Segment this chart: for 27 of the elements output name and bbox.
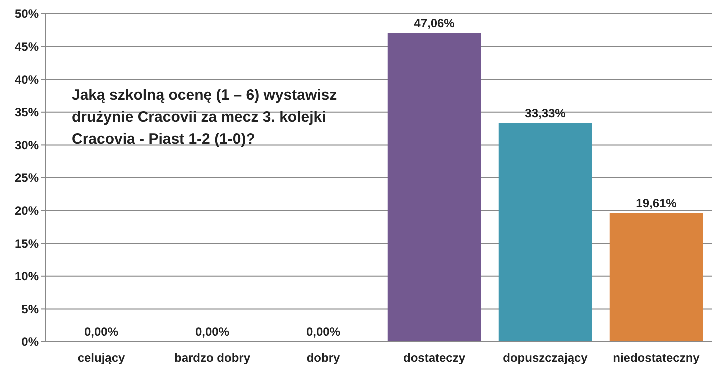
bar [498, 123, 592, 342]
y-tick-label: 30% [14, 138, 40, 152]
y-tick-label: 25% [14, 171, 40, 186]
text: Jaką szkolną ocenę (1 – 6) wystawisz drużynie Cracovii za mecz 3. kolejki Cracovia - Piast 1-2 (1-0)? [72, 87, 338, 148]
y-tick-label: 10% [14, 270, 40, 284]
y-tick-label: 35% [14, 106, 40, 120]
y-tick-label: 15% [14, 236, 40, 251]
x-tick-label: niedostateczny [613, 351, 700, 365]
y-tick-label: 50% [14, 7, 40, 22]
x-tick-label: bardzo dobry [174, 351, 251, 365]
bar [388, 33, 482, 342]
y-tick-label: 40% [14, 72, 40, 87]
bar [610, 213, 704, 342]
x-tick-label: dobry [306, 351, 340, 365]
x-tick-label: dostateczy [403, 351, 466, 365]
data-label: 0,00% [195, 325, 230, 339]
data-label: 33,33% [525, 106, 566, 120]
y-tick-label: 45% [14, 40, 40, 54]
data-label: 0,00% [306, 325, 341, 339]
data-label: 0,00% [84, 325, 119, 339]
y-tick-label: 0% [22, 335, 40, 350]
y-tick-label: 5% [22, 302, 40, 316]
data-label: 19,61% [636, 196, 678, 210]
data-label: 47,06% [414, 16, 456, 30]
y-tick-label: 20% [14, 204, 40, 218]
x-tick-label: celujący [78, 351, 126, 365]
x-tick-label: dopuszczający [503, 351, 588, 365]
